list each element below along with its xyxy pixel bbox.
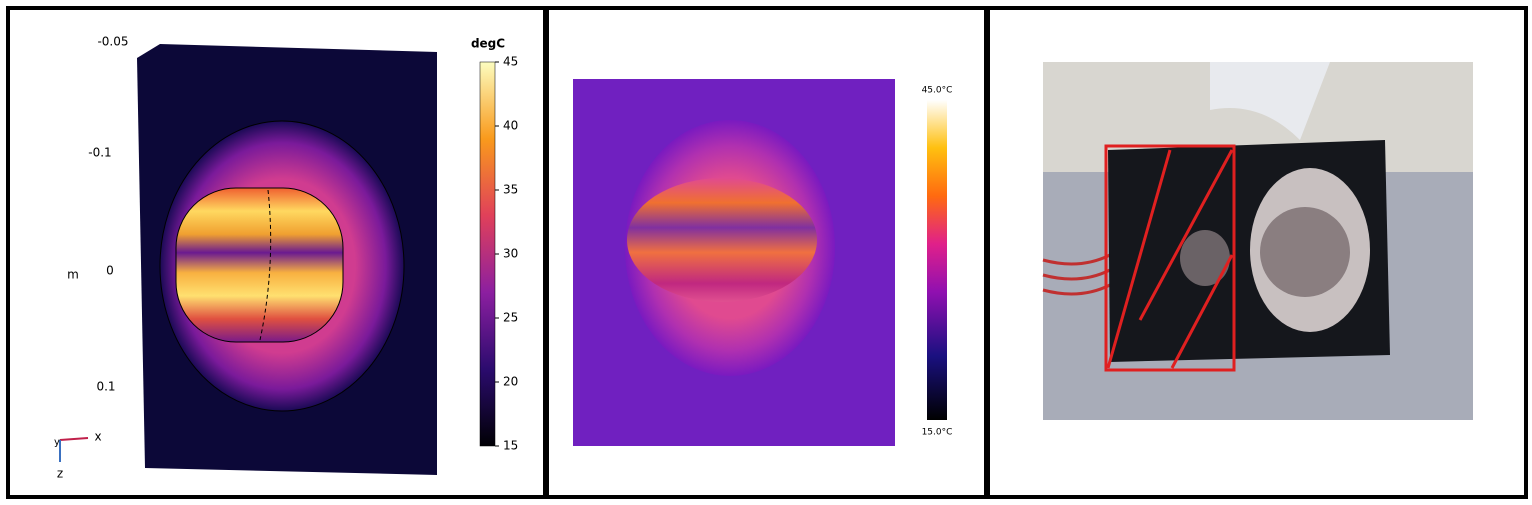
thermal-min: 15.0°C bbox=[922, 428, 953, 438]
axis-unit: m bbox=[67, 268, 79, 282]
photo-machine bbox=[1210, 62, 1330, 140]
triad-x bbox=[59, 437, 89, 441]
axis-tick: 0.1 bbox=[96, 380, 115, 394]
axis-tick: -0.05 bbox=[97, 35, 128, 49]
colorbar-tick-label: 40 bbox=[503, 119, 518, 133]
cables bbox=[1042, 253, 1111, 296]
colorbar-tick-label: 20 bbox=[503, 375, 518, 389]
triad-label: y bbox=[54, 437, 60, 448]
photo-panel bbox=[1042, 62, 1473, 420]
thermal-max: 45.0°C bbox=[922, 86, 953, 96]
hatch-line bbox=[1138, 149, 1234, 321]
colorbar-unit: degC bbox=[471, 37, 505, 51]
inner-core bbox=[175, 187, 344, 343]
colorbar-tick-label: 15 bbox=[503, 439, 518, 453]
colorbar-tick-label: 45 bbox=[503, 55, 518, 69]
colorbar-tick-label: 30 bbox=[503, 247, 518, 261]
seam bbox=[259, 189, 272, 341]
thermal-panel: 45.0°C 15.0°C bbox=[573, 79, 952, 446]
triad-label: z bbox=[57, 467, 63, 481]
colorbar bbox=[479, 61, 496, 447]
colorbar-tick-label: 25 bbox=[503, 311, 518, 325]
axis-tick: 0 bbox=[106, 264, 114, 278]
colorbar-tick-label: 35 bbox=[503, 183, 518, 197]
thermal-core bbox=[627, 178, 817, 302]
hatch-line bbox=[1106, 149, 1172, 369]
thermal-colorbar bbox=[927, 100, 947, 420]
highlight-box bbox=[1104, 144, 1236, 372]
simulation-panel: -0.05 -0.1 0 0.1 m x y z degC 15 20 25 30 35… bbox=[54, 35, 518, 481]
phantom-core bbox=[1260, 207, 1350, 297]
phantom-inset bbox=[1180, 230, 1230, 286]
colorbar-ticks: 15 20 25 30 35 40 45 bbox=[495, 55, 518, 453]
triad-label: x bbox=[94, 430, 101, 444]
axis-tick: -0.1 bbox=[88, 146, 111, 160]
hatch-line bbox=[1170, 254, 1234, 369]
panel-frame bbox=[986, 6, 1528, 499]
